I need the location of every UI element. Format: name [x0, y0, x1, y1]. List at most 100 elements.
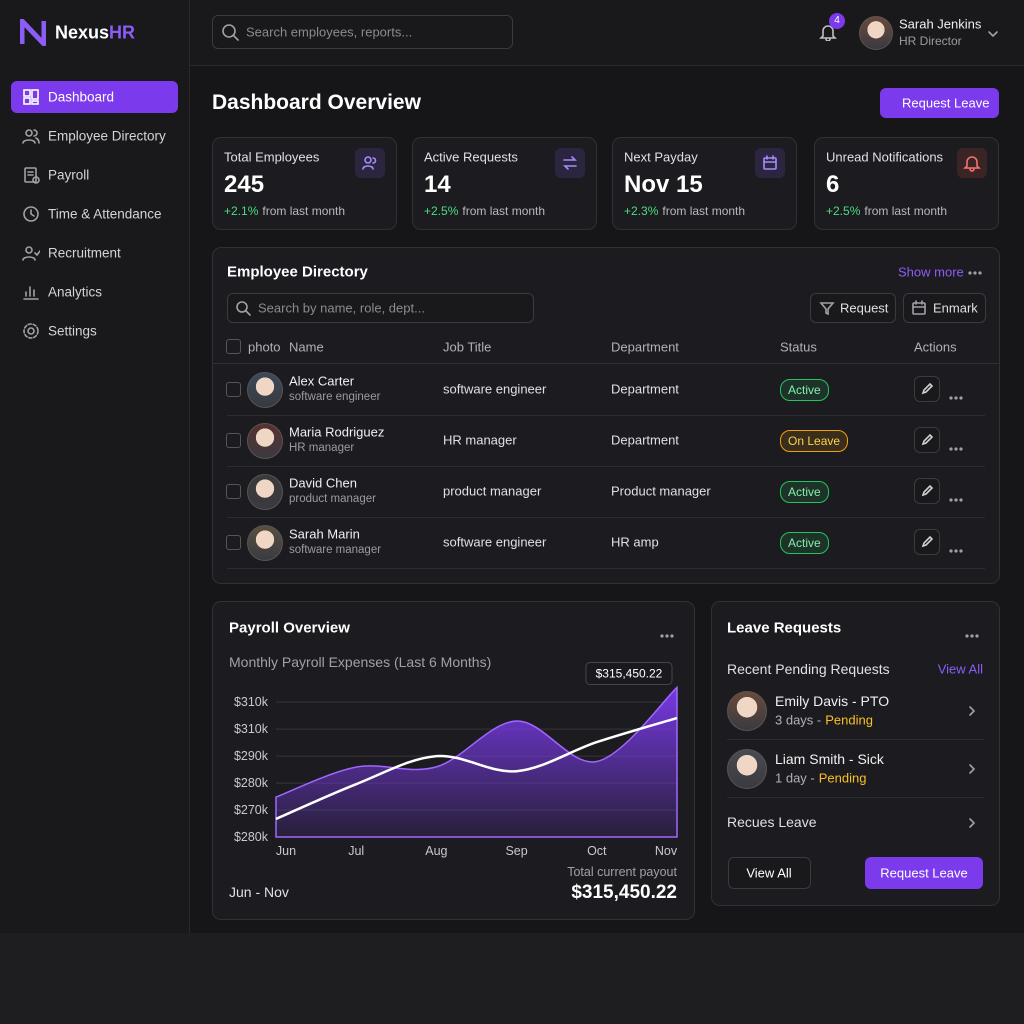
edit-button[interactable]	[914, 427, 940, 453]
nav-active[interactable]	[11, 81, 178, 113]
stat-change: +2.3%	[624, 204, 659, 218]
sidebar	[0, 0, 190, 933]
checkbox[interactable]	[226, 484, 241, 499]
request-status: Pending	[818, 770, 867, 786]
nav-icon	[22, 322, 40, 340]
row-divider	[227, 466, 985, 467]
user-name: Sarah Jenkins	[899, 16, 982, 32]
section-subtitle: Recent Pending Requests	[727, 661, 890, 677]
button-label: Request Leave	[880, 865, 968, 881]
nav-icon	[22, 88, 40, 106]
enmark-button[interactable]	[903, 293, 986, 323]
nav-item[interactable]: Time & Attendance	[48, 206, 162, 222]
x-tick-label: Aug	[425, 844, 447, 858]
status-pill: Active	[780, 532, 829, 554]
search-box[interactable]	[212, 15, 513, 49]
nav-item[interactable]: Payroll	[48, 167, 90, 183]
request-status: Pending	[825, 712, 873, 728]
job-title: product manager	[443, 483, 542, 499]
other-leave: Recues Leave	[727, 814, 817, 830]
avatar	[247, 474, 283, 510]
request-duration: 3 days -	[775, 712, 822, 728]
more-icon	[660, 625, 674, 638]
edit-button[interactable]	[914, 376, 940, 402]
primary-button[interactable]	[865, 857, 983, 889]
job-title: HR manager	[443, 432, 517, 448]
department: HR amp	[611, 534, 659, 550]
column-header: Status	[780, 339, 817, 355]
directory-search[interactable]	[227, 293, 534, 323]
view-all-link[interactable]: View All	[937, 661, 983, 677]
employee-role: software manager	[289, 544, 382, 556]
stat-icon	[361, 154, 379, 172]
checkbox[interactable]	[226, 433, 241, 448]
chevron-right	[968, 816, 976, 828]
employee-name: Alex Carter	[289, 373, 355, 389]
x-tick-label: Oct	[587, 844, 607, 858]
edit-button[interactable]	[914, 529, 940, 555]
row-divider	[227, 517, 985, 518]
y-tick-label: $280k	[234, 830, 269, 844]
button-label: View All	[746, 865, 792, 881]
line	[275, 716, 678, 821]
status-pill: Active	[780, 379, 829, 401]
y-tick-label: $310k	[234, 722, 269, 736]
y-tick-label: $310k	[234, 695, 269, 709]
primary-button[interactable]	[880, 88, 999, 118]
divider	[213, 363, 999, 364]
notification-badge: 4	[829, 13, 845, 29]
show-more[interactable]: Show more	[898, 264, 964, 280]
nav-item[interactable]: Employee Directory	[48, 128, 166, 144]
employee-role: HR manager	[289, 442, 355, 454]
calendar-icon	[911, 300, 927, 316]
stat-icon	[561, 154, 579, 172]
avatar	[727, 749, 767, 789]
more-icon	[949, 540, 963, 553]
nav-item[interactable]: Settings	[48, 323, 97, 339]
edit-icon	[920, 484, 934, 498]
stat-value: 14	[424, 171, 451, 198]
chevron-right	[968, 704, 976, 716]
stat-change-text: from last month	[662, 204, 746, 218]
stat-icon	[963, 154, 981, 172]
edit-icon	[920, 433, 934, 447]
total-value: $315,450.22	[571, 882, 677, 903]
search-icon	[235, 300, 251, 316]
stat-icon	[761, 154, 779, 172]
checkbox[interactable]	[226, 382, 241, 397]
stat-change-text: from last month	[262, 204, 346, 218]
nav-icon	[22, 166, 40, 184]
divider	[727, 739, 984, 740]
nav-icon	[22, 127, 40, 145]
request-name: Liam Smith - Sick	[775, 751, 884, 767]
user-role: HR Director	[899, 34, 962, 48]
button-label: Request Leave	[902, 95, 990, 111]
avatar	[859, 16, 893, 50]
stat-change-text: from last month	[462, 204, 546, 218]
card-title: Employee Directory	[227, 263, 368, 281]
nav-item[interactable]: Analytics	[48, 284, 103, 300]
brand-suffix: HR	[109, 22, 135, 43]
request-name: Emily Davis - PTO	[775, 693, 890, 709]
tooltip-label: $315,450.22	[596, 666, 663, 680]
stat-icon-bg	[755, 148, 785, 178]
checkbox[interactable]	[226, 535, 241, 550]
stat-label: Total Employees	[224, 149, 320, 165]
nav-item[interactable]: Recruitment	[48, 245, 121, 261]
area	[275, 685, 678, 838]
edit-icon	[920, 535, 934, 549]
department: Department	[611, 381, 679, 397]
column-header: Actions	[914, 339, 957, 355]
nav-item[interactable]: Dashboard	[48, 89, 115, 105]
edit-button[interactable]	[914, 478, 940, 504]
stat-label: Active Requests	[424, 149, 518, 165]
total-label: Total current payout	[567, 865, 677, 879]
brand-name: Nexus	[55, 22, 110, 43]
x-tick-label: Jul	[348, 844, 364, 858]
secondary-button[interactable]	[728, 857, 811, 889]
checkbox[interactable]	[226, 339, 241, 354]
search-placeholder: Search employees, reports...	[246, 24, 413, 40]
search-placeholder: Search by name, role, dept...	[258, 300, 425, 316]
more-icon	[949, 489, 963, 502]
